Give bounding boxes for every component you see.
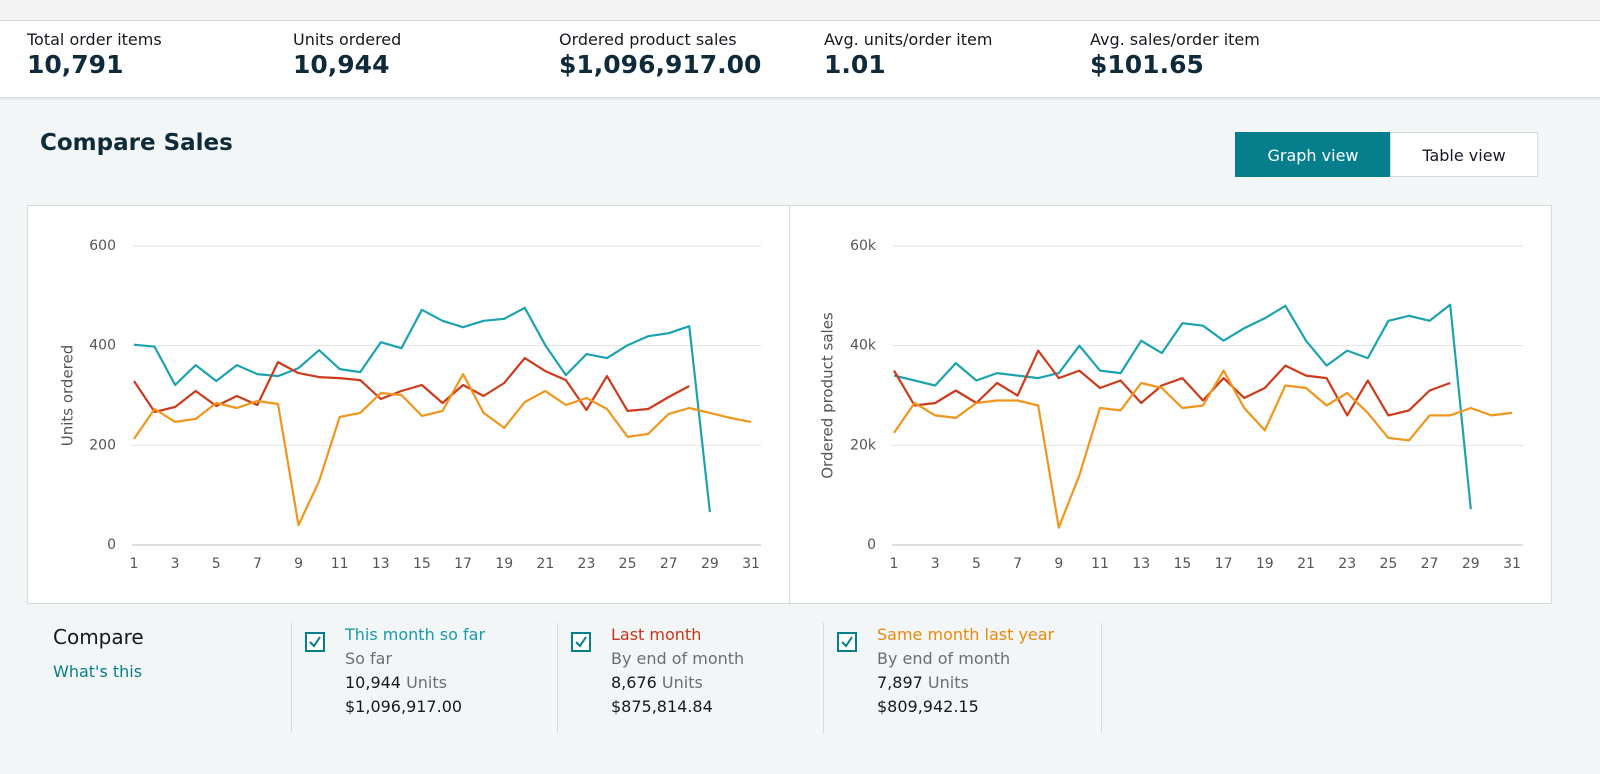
x-tick-label: 15: [1173, 556, 1191, 572]
y-axis-title: Ordered product sales: [819, 312, 837, 479]
compare-units: 7,897 Units: [877, 671, 969, 695]
compare-sales: $875,814.84: [611, 697, 713, 716]
metric-value: $101.65: [1090, 50, 1204, 79]
x-tick-label: 29: [701, 556, 719, 572]
y-tick-label: 0: [107, 537, 116, 553]
y-tick-label: 40k: [850, 338, 877, 354]
series-line: [133, 373, 752, 527]
x-tick-label: 23: [578, 556, 596, 572]
compare-title: Compare: [53, 625, 144, 649]
units-value: 8,676: [611, 673, 657, 692]
whats-this-link[interactable]: What's this: [53, 662, 143, 681]
check-icon: [841, 636, 853, 648]
x-tick-label: 13: [372, 556, 390, 572]
metric-value: 10,791: [27, 50, 124, 79]
compare-basis: By end of month: [611, 649, 745, 668]
x-tick-label: 19: [495, 556, 513, 572]
units-value: 10,944: [345, 673, 401, 692]
x-tick-label: 17: [454, 556, 472, 572]
check-icon: [575, 636, 587, 648]
metric-label: Avg. units/order item: [824, 30, 993, 49]
series-line: [133, 306, 711, 513]
metric-label: Ordered product sales: [559, 30, 737, 49]
y-tick-label: 400: [89, 338, 116, 354]
metric-value: $1,096,917.00: [559, 50, 762, 79]
series-line: [893, 349, 1451, 417]
x-tick-label: 31: [1503, 556, 1521, 572]
x-tick-label: 1: [130, 556, 139, 572]
series-line: [893, 369, 1513, 529]
section-title: Compare Sales: [40, 130, 233, 156]
separator: [1101, 623, 1102, 733]
y-tick-label: 0: [867, 537, 876, 553]
metric-value: 1.01: [824, 50, 886, 79]
x-tick-label: 21: [536, 556, 554, 572]
table-view-button[interactable]: Table view: [1390, 132, 1538, 177]
x-tick-label: 3: [931, 556, 940, 572]
x-tick-label: 9: [294, 556, 303, 572]
x-tick-label: 25: [619, 556, 637, 572]
x-tick-label: 27: [660, 556, 678, 572]
x-tick-label: 29: [1462, 556, 1480, 572]
x-tick-label: 5: [212, 556, 221, 572]
separator: [823, 623, 824, 733]
compare-name: This month so far: [345, 625, 486, 644]
x-tick-label: 1: [890, 556, 899, 572]
compare-units: 8,676 Units: [611, 671, 703, 695]
x-tick-label: 9: [1054, 556, 1063, 572]
metric-label: Units ordered: [293, 30, 402, 49]
compare-name: Last month: [611, 625, 702, 644]
x-tick-label: 19: [1256, 556, 1274, 572]
y-tick-label: 200: [89, 437, 116, 453]
compare-sales: $1,096,917.00: [345, 697, 463, 716]
checkbox[interactable]: [837, 632, 857, 652]
x-tick-label: 17: [1215, 556, 1233, 572]
x-tick-label: 7: [1013, 556, 1022, 572]
checkbox[interactable]: [571, 632, 591, 652]
metric-label: Total order items: [27, 30, 162, 49]
y-axis-title: Units ordered: [59, 345, 77, 447]
x-tick-label: 15: [413, 556, 431, 572]
compare-basis: By end of month: [877, 649, 1011, 668]
y-tick-label: 600: [89, 238, 116, 254]
x-tick-label: 25: [1379, 556, 1397, 572]
separator: [291, 623, 292, 733]
x-tick-label: 23: [1338, 556, 1356, 572]
top-bar: [0, 0, 1600, 21]
metric-value: 10,944: [293, 50, 390, 79]
compare-name: Same month last year: [877, 625, 1055, 644]
metric-label: Avg. sales/order item: [1090, 30, 1260, 49]
compare-basis: So far: [345, 649, 393, 668]
x-tick-label: 21: [1297, 556, 1315, 572]
y-tick-label: 20k: [850, 437, 877, 453]
metrics-bar: [0, 21, 1600, 98]
x-tick-label: 13: [1132, 556, 1150, 572]
x-tick-label: 5: [972, 556, 981, 572]
units-label: Units: [927, 673, 969, 692]
series-line: [133, 357, 690, 413]
units-label: Units: [661, 673, 703, 692]
graph-view-button[interactable]: Graph view: [1235, 132, 1391, 177]
compare-units: 10,944 Units: [345, 671, 447, 695]
x-tick-label: 3: [171, 556, 180, 572]
x-tick-label: 11: [1091, 556, 1109, 572]
x-tick-label: 7: [253, 556, 262, 572]
series-line: [893, 303, 1472, 510]
units-label: Units: [406, 673, 447, 692]
x-tick-label: 31: [742, 556, 760, 572]
checkbox[interactable]: [305, 632, 325, 652]
separator: [557, 623, 558, 733]
compare-sales: $809,942.15: [877, 697, 979, 716]
x-tick-label: 11: [331, 556, 349, 572]
check-icon: [309, 636, 321, 648]
y-tick-label: 60k: [850, 238, 877, 254]
units-value: 7,897: [877, 673, 923, 692]
x-tick-label: 27: [1421, 556, 1439, 572]
